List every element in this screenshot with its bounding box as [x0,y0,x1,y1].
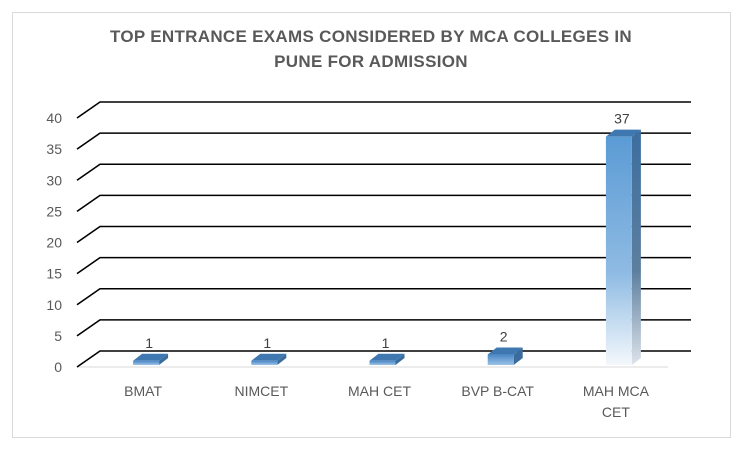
bar-mah-mca-cet [605,136,632,365]
chart-frame [12,12,731,438]
gridline [76,319,691,337]
chart-title-line-1: TOP ENTRANCE EXAMS CONSIDERED BY MCA COL… [110,27,632,46]
data-label: 1 [263,335,271,351]
x-category-label: MAH MCA [583,383,650,399]
gridline [76,132,691,150]
bar-top [369,353,405,361]
bar-side [631,129,641,365]
bar-side [513,347,523,365]
data-label: 1 [382,335,390,351]
gridline [76,194,691,213]
bar-top [605,129,641,137]
y-tick-label: 25 [46,203,62,219]
bar-bmat [133,360,160,365]
gridline [76,287,691,306]
bar-top [487,347,523,355]
x-category-label: NIMCET [234,383,288,399]
y-tick-label: 15 [46,266,62,282]
x-category-label: BVP B-CAT [461,383,534,399]
x-category-label: MAH CET [348,383,411,399]
bar-side [159,353,169,365]
x-category-label: BMAT [124,383,162,399]
bar-top [133,353,169,361]
y-tick-label: 0 [54,359,62,375]
bar-bvp-b-cat [487,354,514,365]
gridline [76,225,691,244]
bar-nimcet [251,360,278,365]
y-tick-label: 35 [46,141,62,157]
y-tick-label: 30 [46,172,62,188]
bar-mah-cet [369,360,396,365]
y-tick-label: 10 [46,297,62,313]
data-label: 37 [614,111,630,127]
data-label: 1 [145,335,153,351]
gridline [76,163,691,181]
bar-side [395,353,405,365]
y-tick-label: 20 [46,235,62,251]
y-tick-label: 40 [46,110,62,126]
y-tick-label: 5 [54,328,62,344]
gridline [76,101,691,119]
chart-title-line-2: PUNE FOR ADMISSION [274,52,468,71]
bar-side [277,353,287,365]
x-category-label: CET [602,404,630,420]
bar-top [251,353,287,361]
gridline [76,256,691,275]
data-label: 2 [500,329,508,345]
